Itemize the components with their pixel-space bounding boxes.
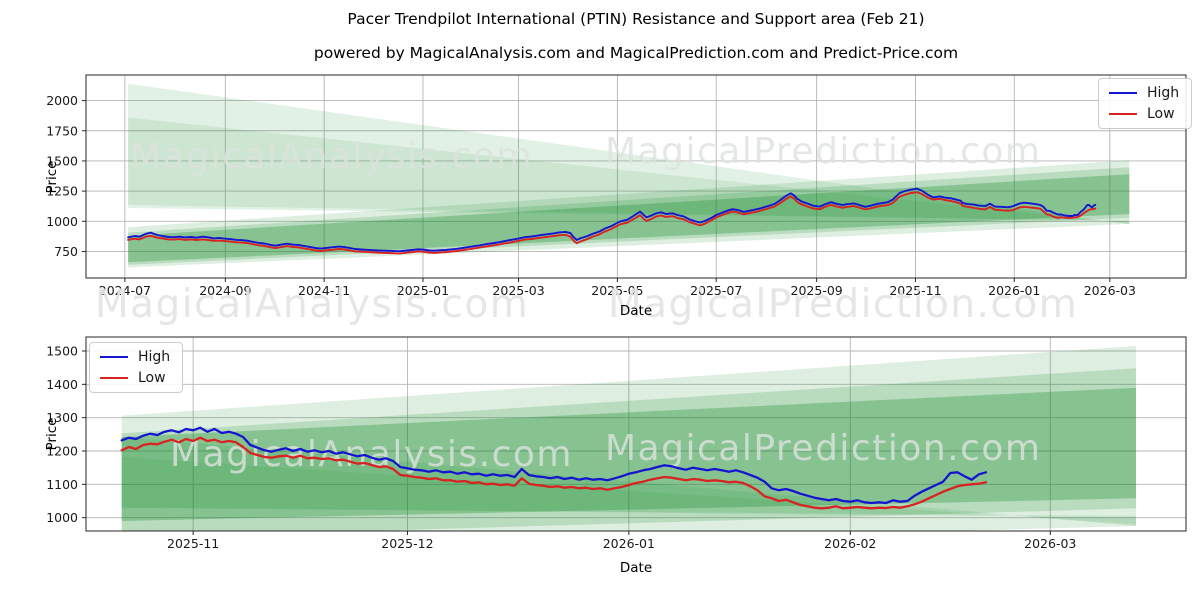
x-tick-label: 2026-03	[1024, 536, 1076, 551]
legend-label-high: High	[138, 349, 171, 365]
top-y-axis-label: Price	[44, 160, 60, 194]
x-tick-label: 2025-05	[591, 283, 643, 298]
y-tick-label: 1200	[46, 444, 78, 459]
low-line-swatch	[100, 377, 128, 379]
x-tick-label: 2024-07	[99, 283, 151, 298]
legend-item-low: Low	[1109, 107, 1179, 121]
high-line-swatch	[100, 356, 128, 358]
legend-item-high: High	[100, 350, 170, 364]
low-line-swatch	[1109, 113, 1137, 115]
y-tick-label: 1500	[46, 344, 78, 359]
x-tick-label: 2025-11	[889, 283, 941, 298]
bottom-chart-legend: High Low	[89, 342, 184, 393]
legend-item-high: High	[1109, 86, 1179, 100]
y-tick-label: 1750	[46, 123, 78, 138]
y-tick-label: 1400	[46, 377, 78, 392]
y-tick-label: 1500	[46, 153, 78, 168]
y-tick-label: 1000	[46, 510, 78, 525]
y-tick-label: 1250	[46, 184, 78, 199]
x-tick-label: 2026-02	[824, 536, 876, 551]
plot-border	[85, 74, 1187, 279]
legend-label-high: High	[1147, 85, 1180, 101]
x-tick-label: 2025-12	[381, 536, 433, 551]
legend-item-low: Low	[100, 371, 170, 385]
y-tick-label: 1100	[46, 477, 78, 492]
support-resistance-bands	[128, 83, 1130, 268]
y-tick-label: 1000	[46, 214, 78, 229]
x-tick-label: 2025-01	[397, 283, 449, 298]
y-tick-label: 1300	[46, 410, 78, 425]
x-tick-label: 2025-09	[791, 283, 843, 298]
x-tick-label: 2025-03	[492, 283, 544, 298]
x-tick-label: 2025-07	[690, 283, 742, 298]
y-tick-label: 2000	[46, 93, 78, 108]
y-tick-label: 750	[54, 244, 78, 259]
page-subtitle: powered by MagicalAnalysis.com and Magic…	[313, 44, 959, 62]
x-tick-label: 2026-01	[988, 283, 1040, 298]
legend-label-low: Low	[138, 370, 166, 386]
x-tick-label: 2025-11	[167, 536, 219, 551]
plot-border	[85, 336, 1187, 532]
x-tick-label: 2026-01	[603, 536, 655, 551]
top-chart-plot: 2024-07 2024-09 2024-11 2025-01 2025-03 2025-…	[46, 74, 1187, 298]
bottom-x-axis-label: Date	[619, 560, 653, 576]
x-tick-label: 2026-03	[1084, 283, 1136, 298]
page-title: Pacer Trendpilot International (PTIN) Re…	[347, 10, 925, 28]
legend-label-low: Low	[1147, 106, 1175, 122]
top-chart-legend: High Low	[1098, 78, 1193, 129]
x-tick-label: 2024-11	[298, 283, 350, 298]
top-x-axis-label: Date	[619, 303, 653, 319]
bottom-y-axis-label: Price	[44, 417, 60, 451]
high-line-swatch	[1109, 92, 1137, 94]
x-tick-label: 2024-09	[199, 283, 251, 298]
